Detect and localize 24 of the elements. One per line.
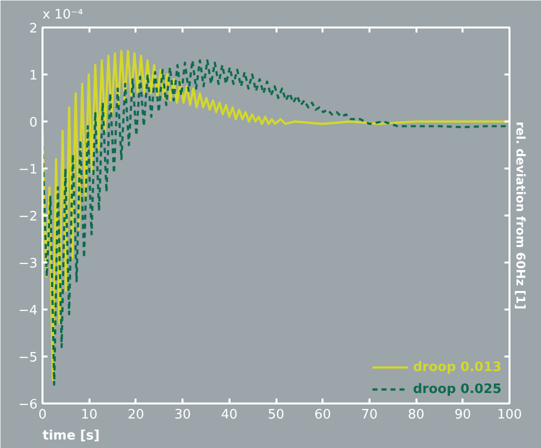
x-tick-label: 80 (408, 408, 424, 422)
text: x 10⁻⁴ (42, 8, 83, 22)
y-tick-label: 0 (29, 116, 38, 130)
x-tick-label: 70 (361, 408, 378, 422)
x-tick-label: 20 (128, 408, 144, 422)
y-tick-label: −3 (18, 256, 38, 272)
y-tick-label: −1 (18, 162, 38, 178)
x-tick-label: 90 (454, 408, 472, 422)
y-tick-label: −4 (18, 304, 38, 318)
legend-label: droop 0.013 (413, 360, 502, 374)
x-tick-label: 10 (80, 408, 98, 422)
y-tick-label: 2 (29, 22, 38, 36)
x-tick-label: 50 (268, 408, 284, 422)
y-tick-label: −5 (18, 350, 38, 366)
x-tick-label: 40 (221, 408, 238, 422)
y-tick-label: 1 (29, 68, 38, 84)
legend-label: droop 0.025 (413, 382, 502, 396)
y-tick-label: −6 (18, 398, 38, 412)
x-tick-label: 60 (314, 408, 331, 422)
x-tick-label: 30 (174, 408, 191, 422)
y-tick-label: −2 (18, 210, 38, 224)
y-axis-title: rel. deviation from 60Hz [1] (514, 122, 528, 310)
x-axis-title: time [s] (42, 428, 100, 444)
x-tick-label: 100 (497, 408, 522, 422)
